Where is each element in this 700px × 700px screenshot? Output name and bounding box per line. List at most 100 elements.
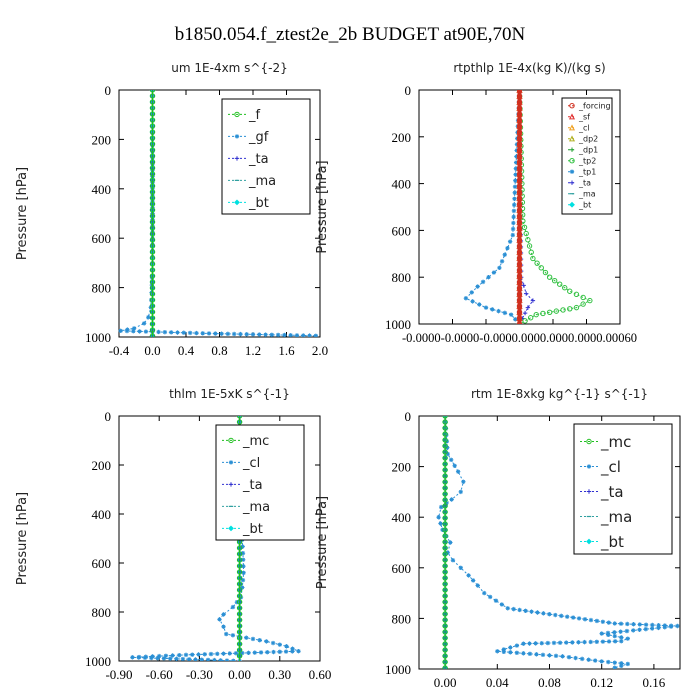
series-marker bbox=[231, 658, 236, 661]
series-mc bbox=[442, 416, 448, 669]
legend-swatch-marker bbox=[228, 460, 234, 465]
series-marker bbox=[442, 635, 448, 641]
series-marker bbox=[131, 326, 137, 331]
legend-swatch-marker bbox=[234, 134, 240, 139]
legend-item-cl: _cl bbox=[222, 456, 260, 471]
series-marker bbox=[240, 551, 246, 556]
series-marker bbox=[516, 279, 523, 285]
series-marker bbox=[625, 621, 630, 627]
legend: _mc _cl _ta _ma _bt bbox=[215, 424, 305, 541]
y-tick-label: 0 bbox=[105, 409, 112, 424]
series-marker bbox=[149, 165, 156, 171]
series-marker bbox=[149, 249, 156, 255]
series-marker bbox=[149, 111, 156, 117]
legend-swatch-marker bbox=[234, 111, 240, 118]
legend-swatch-marker bbox=[234, 199, 240, 206]
series-tp1 bbox=[463, 90, 522, 324]
series-marker bbox=[516, 309, 523, 315]
x-tick-label: 0.12 bbox=[590, 675, 613, 690]
series-marker bbox=[156, 329, 161, 335]
series-marker bbox=[442, 539, 448, 545]
series-marker bbox=[149, 213, 156, 219]
series-marker bbox=[516, 153, 523, 159]
series-marker bbox=[516, 93, 523, 99]
y-tick-label: 0 bbox=[405, 409, 412, 424]
legend-swatch-marker bbox=[569, 180, 575, 185]
series-marker bbox=[143, 329, 149, 334]
y-tick-label: 800 bbox=[92, 281, 112, 296]
series-marker bbox=[491, 270, 497, 275]
series-marker bbox=[149, 99, 156, 105]
legend-label: _ta bbox=[600, 483, 624, 502]
y-axis-label: Pressure [hPa] bbox=[315, 496, 330, 589]
series-marker bbox=[250, 332, 256, 337]
series-marker bbox=[233, 651, 239, 656]
series-marker bbox=[594, 618, 600, 624]
series-marker bbox=[656, 625, 661, 631]
series-marker bbox=[525, 237, 531, 243]
series-marker bbox=[511, 606, 516, 612]
series-marker bbox=[442, 497, 448, 503]
series-marker bbox=[240, 585, 245, 590]
series-marker bbox=[508, 650, 513, 655]
series-marker bbox=[618, 629, 623, 634]
legend-item-gf: _gf bbox=[228, 130, 269, 145]
series-marker bbox=[193, 657, 198, 661]
series-marker bbox=[487, 594, 493, 600]
series-marker bbox=[573, 304, 580, 311]
series-marker bbox=[275, 332, 281, 337]
series-line bbox=[120, 90, 316, 337]
legend-item-tp1: _tp1 bbox=[568, 168, 596, 177]
series-marker bbox=[142, 655, 148, 660]
series-marker bbox=[516, 213, 523, 219]
series-marker bbox=[512, 184, 518, 189]
series-marker bbox=[516, 249, 523, 255]
series-marker bbox=[517, 607, 522, 613]
legend-swatch-marker bbox=[586, 489, 592, 494]
series-marker bbox=[445, 550, 450, 555]
series-marker bbox=[516, 243, 523, 249]
x-tick-label: 0.4 bbox=[178, 343, 195, 358]
legend-label: _bt bbox=[578, 201, 591, 210]
series-marker bbox=[236, 551, 243, 557]
legend-item-ta: _ta bbox=[222, 478, 263, 493]
legend-swatch-marker bbox=[228, 482, 234, 487]
series-marker bbox=[442, 551, 448, 557]
series-marker bbox=[516, 303, 523, 309]
series-marker bbox=[236, 557, 243, 563]
series-marker bbox=[149, 159, 156, 165]
y-tick-label: 1000 bbox=[85, 654, 111, 669]
series-marker bbox=[668, 624, 674, 629]
series-marker bbox=[244, 635, 249, 640]
legend-label: _bt bbox=[248, 196, 269, 211]
series-marker bbox=[564, 614, 570, 619]
series-layer bbox=[118, 90, 319, 337]
legend-item-bt: _bt bbox=[568, 201, 591, 210]
legend-item-cl: _cl bbox=[580, 458, 621, 477]
series-marker bbox=[149, 321, 156, 327]
series-marker bbox=[149, 297, 154, 303]
series-marker bbox=[516, 291, 523, 297]
chart-panel-top-left: um 1E-4xm s^{-2} Pressure [hPa] 0 200 400 600… bbox=[15, 61, 328, 358]
series-marker bbox=[149, 303, 156, 309]
series-marker bbox=[149, 177, 156, 183]
series-marker bbox=[442, 647, 448, 653]
series-marker bbox=[301, 333, 306, 337]
series-marker bbox=[168, 330, 174, 335]
series-layer bbox=[436, 416, 680, 669]
series-marker bbox=[522, 318, 528, 324]
legend-swatch-marker bbox=[234, 156, 240, 161]
series-marker bbox=[553, 653, 559, 659]
series-line bbox=[465, 90, 520, 324]
legend-label: _ta bbox=[242, 478, 263, 493]
series-marker bbox=[208, 651, 214, 657]
series-marker bbox=[157, 653, 162, 659]
series-marker bbox=[277, 642, 282, 647]
series-marker bbox=[508, 645, 513, 650]
series-marker bbox=[149, 117, 156, 123]
legend-swatch-marker bbox=[586, 438, 592, 445]
series-marker bbox=[516, 315, 523, 321]
series-marker bbox=[442, 467, 448, 473]
series-marker bbox=[313, 333, 319, 337]
series-marker bbox=[442, 533, 448, 539]
